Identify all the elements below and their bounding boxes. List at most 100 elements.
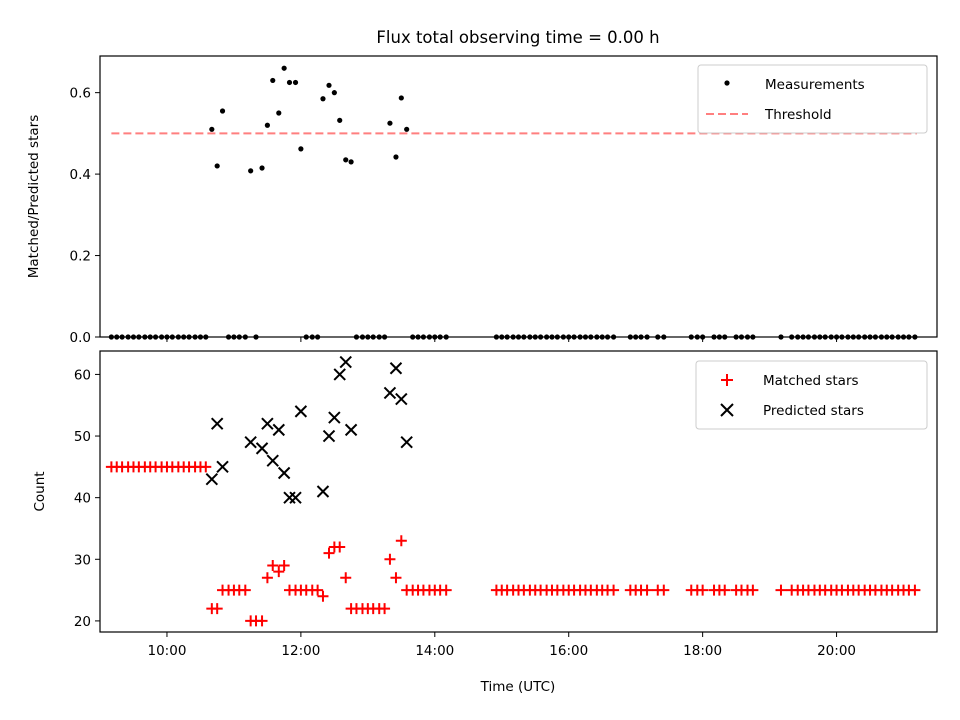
top-legend: Measurements Threshold	[697, 64, 928, 134]
measurement-point	[248, 168, 254, 174]
measurement-point	[219, 108, 226, 114]
measurement-point	[276, 110, 282, 116]
matched-point	[211, 603, 223, 615]
matched-point	[256, 615, 268, 627]
matched-point	[697, 584, 709, 596]
chart-title: Flux total observing time = 0.00 h	[376, 28, 659, 47]
predicted-point	[400, 435, 413, 449]
top-y-tick-label: 0.6	[70, 86, 91, 102]
top-y-tick-label: 0.0	[70, 330, 91, 346]
predicted-point	[389, 362, 403, 375]
top-legend-box	[697, 64, 928, 134]
matched-point	[747, 584, 759, 596]
x-tick-label: 16:00	[549, 643, 588, 659]
measurement-point	[320, 96, 326, 102]
matched-point	[384, 553, 396, 565]
measurement-point	[286, 79, 293, 86]
legend-predicted-marker	[720, 403, 734, 417]
predicted-point	[344, 423, 358, 437]
matched-point	[273, 566, 285, 578]
bottom-y-tick-label: 20	[74, 614, 91, 630]
bottom-y-tick-label: 50	[74, 429, 91, 445]
bottom-y-axis-label: Count	[32, 471, 48, 511]
predicted-point	[244, 435, 257, 449]
predicted-point	[383, 386, 397, 400]
predicted-point	[216, 460, 229, 474]
legend-matched-label: Matched stars	[763, 373, 859, 389]
matched-point	[317, 590, 329, 602]
measurement-point	[387, 120, 393, 126]
predicted-point	[333, 368, 346, 381]
top-y-tick-label: 0.4	[70, 167, 91, 183]
measurement-point	[337, 117, 343, 123]
matched-point	[775, 584, 787, 596]
predicted-point	[261, 417, 274, 430]
measurement-point	[209, 126, 215, 132]
matched-point	[658, 584, 670, 596]
legend-measurements-marker	[724, 80, 730, 86]
matched-point	[200, 461, 212, 473]
x-axis-label: Time (UTC)	[480, 679, 556, 695]
predicted-point	[289, 491, 302, 504]
matched-point	[239, 584, 251, 596]
matched-point	[312, 584, 324, 596]
predicted-point	[255, 442, 269, 455]
bottom-legend: Matched stars Predicted stars	[695, 360, 928, 430]
x-tick-label: 14:00	[415, 643, 454, 659]
x-tick-label: 10:00	[148, 643, 187, 659]
measurement-point	[393, 154, 399, 160]
matched-point	[395, 535, 407, 547]
legend-matched-marker	[721, 374, 733, 386]
measurement-point	[292, 79, 299, 86]
predicted-point	[205, 472, 219, 486]
predicted-point	[266, 454, 279, 467]
matched-point	[440, 584, 452, 596]
legend-measurements-label: Measurements	[765, 77, 865, 93]
matched-point	[261, 572, 273, 584]
matched-point	[278, 559, 290, 571]
measurement-point	[264, 122, 270, 128]
matched-point	[608, 584, 620, 596]
top-y-axis-label: Matched/Predicted stars	[26, 115, 42, 278]
bottom-frame	[99, 350, 938, 633]
bottom-axes: 20 30 40 50 60 10:00 12:00 14:00 16:00 18:00 20:00	[74, 367, 856, 659]
measurement-point	[331, 90, 337, 96]
measurement-point	[398, 95, 404, 101]
measurement-point	[343, 157, 349, 163]
measurement-point	[270, 77, 276, 84]
predicted-point	[294, 405, 308, 418]
measurement-point	[348, 159, 354, 165]
legend-predicted-label: Predicted stars	[763, 403, 864, 419]
predicted-point	[210, 417, 224, 430]
bottom-marks	[105, 355, 921, 627]
matched-point	[379, 603, 391, 615]
bottom-y-tick-label: 30	[74, 552, 91, 568]
predicted-point	[322, 429, 336, 443]
matched-point	[719, 584, 731, 596]
top-panel: 0.0 0.2 0.4 0.6 Matched/Predicted stars Mea…	[26, 55, 938, 346]
measurement-point	[259, 165, 265, 171]
predicted-point	[272, 423, 285, 437]
top-frame	[99, 55, 938, 338]
measurement-point	[281, 65, 287, 71]
matched-point	[340, 572, 352, 584]
x-tick-label: 12:00	[281, 643, 320, 659]
predicted-point	[277, 466, 291, 480]
measurement-point	[214, 163, 220, 169]
x-tick-label: 20:00	[817, 643, 856, 659]
matched-point	[323, 547, 335, 559]
matched-point	[334, 541, 346, 553]
matched-point	[390, 572, 402, 584]
measurement-point	[298, 146, 304, 152]
predicted-point	[328, 411, 341, 424]
top-axes: 0.0 0.2 0.4 0.6	[70, 86, 838, 346]
top-y-tick-label: 0.2	[70, 249, 91, 265]
bottom-panel: 20 30 40 50 60 10:00 12:00 14:00 16:00 18:00 20:00…	[32, 350, 938, 695]
legend-threshold-label: Threshold	[764, 107, 832, 123]
predicted-point	[339, 355, 352, 369]
matched-point	[641, 584, 653, 596]
bottom-y-tick-label: 40	[74, 491, 91, 507]
measurement-point	[326, 82, 332, 88]
measurement-point	[404, 126, 410, 132]
